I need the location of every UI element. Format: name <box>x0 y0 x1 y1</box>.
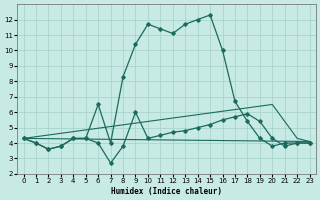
X-axis label: Humidex (Indice chaleur): Humidex (Indice chaleur) <box>111 187 222 196</box>
